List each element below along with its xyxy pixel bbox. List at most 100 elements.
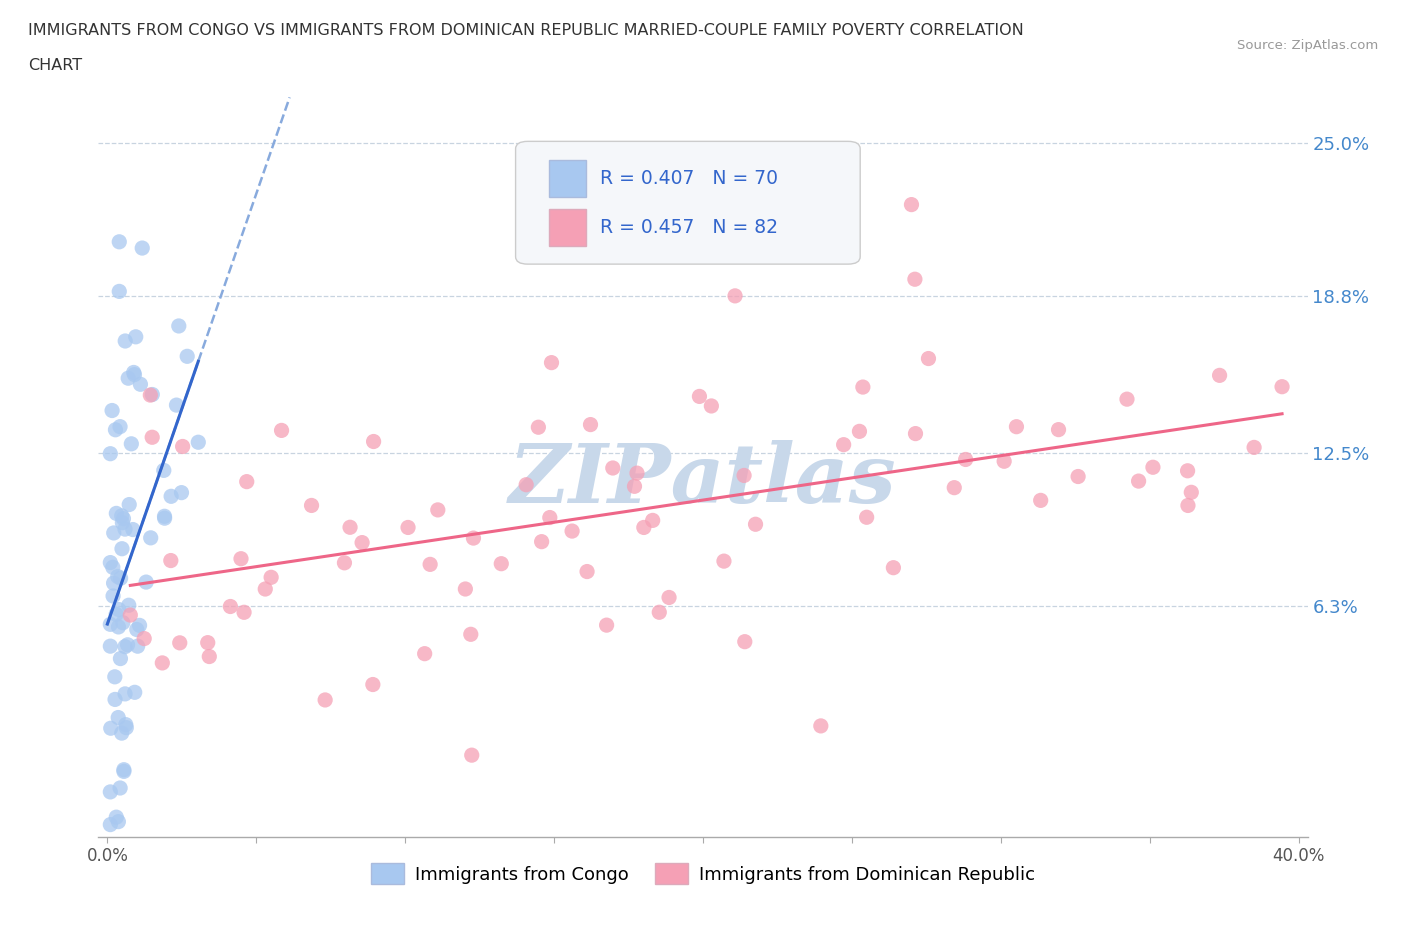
Point [623,479,645,494]
Point [117,371,139,386]
Point [108,284,131,299]
Point [955,452,977,467]
Point [1177,463,1199,478]
Point [832,437,855,452]
Point [107,619,129,634]
Point [352,535,374,550]
Point [111,541,134,556]
Point [538,510,561,525]
Point [1243,440,1265,455]
Point [197,635,219,650]
Point [114,686,136,701]
Bar [550,160,586,197]
Point [150,656,173,671]
Point [141,430,163,445]
Point [117,637,139,652]
Point [733,468,755,483]
Point [104,692,127,707]
Point [114,639,136,654]
Point [904,426,927,441]
Point [103,525,125,540]
Point [107,602,129,617]
Point [530,534,553,549]
Point [107,814,129,829]
Point [904,272,927,286]
Point [131,241,153,256]
Point [98,617,121,631]
Point [105,810,128,825]
Point [98,639,121,654]
Point [104,670,127,684]
Point [108,780,131,795]
Point [1271,379,1294,394]
Point [98,785,121,800]
Text: R = 0.457   N = 82: R = 0.457 N = 82 [600,218,779,237]
Point [169,635,191,650]
Point [460,627,482,642]
Point [900,197,922,212]
Point [943,480,966,495]
Point [333,555,356,570]
Point [124,684,146,699]
Point [115,720,138,735]
Point [270,423,292,438]
Point [734,634,756,649]
Point [848,424,870,439]
Point [128,618,150,632]
Point [129,377,152,392]
Point [100,721,122,736]
Point [98,446,121,461]
Point [1005,419,1028,434]
Point [233,604,256,619]
Point [112,763,135,777]
Point [882,560,904,575]
Point [1029,493,1052,508]
Point [98,817,121,832]
Point [134,631,156,646]
Point [166,398,188,413]
Point [167,318,190,333]
Point [114,334,136,349]
Point [101,560,124,575]
Point [219,599,242,614]
Point [118,498,141,512]
Point [111,515,134,530]
Point [688,389,710,404]
Point [111,725,134,740]
Point [1177,498,1199,513]
Point [139,530,162,545]
Legend: Immigrants from Congo, Immigrants from Dominican Republic: Immigrants from Congo, Immigrants from D… [364,856,1042,891]
Point [713,553,735,568]
Point [491,556,513,571]
Point [724,288,747,303]
Point [314,693,336,708]
Point [602,460,624,475]
Point [198,649,221,664]
Point [1180,485,1202,499]
Point [527,419,550,434]
Point [170,485,193,500]
Point [112,512,135,526]
Text: R = 0.407   N = 70: R = 0.407 N = 70 [600,169,779,188]
Text: ZIP​atlas: ZIP​atlas [509,440,897,520]
Point [110,571,132,586]
Point [1208,368,1230,383]
Point [540,355,562,370]
Point [595,618,617,632]
Point [810,719,832,734]
Point [187,435,209,450]
Point [744,517,766,532]
Point [658,590,681,604]
Point [260,570,283,585]
Point [101,403,124,418]
Point [159,553,181,568]
Point [633,520,655,535]
Point [103,576,125,591]
Point [141,387,163,402]
Point [363,434,385,449]
Point [626,466,648,481]
Point [124,367,146,382]
Point [1047,422,1070,437]
Point [152,463,174,478]
Point [107,711,129,725]
